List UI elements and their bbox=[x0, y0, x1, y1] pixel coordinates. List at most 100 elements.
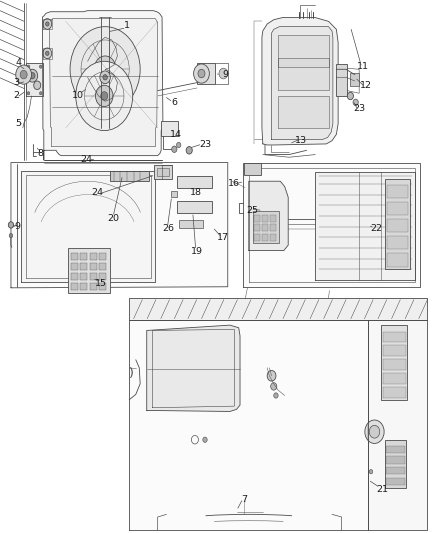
Bar bbox=[179, 220, 203, 228]
Bar bbox=[179, 203, 182, 213]
Text: 11: 11 bbox=[357, 62, 369, 70]
Bar bbox=[71, 273, 78, 280]
Circle shape bbox=[365, 420, 384, 443]
Bar bbox=[386, 478, 405, 485]
Bar bbox=[80, 283, 87, 290]
Bar bbox=[336, 64, 347, 96]
Text: 15: 15 bbox=[95, 279, 107, 288]
Polygon shape bbox=[21, 171, 155, 282]
Text: 9: 9 bbox=[223, 70, 229, 79]
Circle shape bbox=[177, 142, 181, 148]
Circle shape bbox=[186, 147, 192, 154]
Bar bbox=[68, 248, 110, 293]
Text: 2: 2 bbox=[14, 92, 20, 100]
Bar bbox=[90, 263, 97, 270]
Text: 23: 23 bbox=[353, 104, 365, 113]
Bar bbox=[188, 203, 192, 213]
Bar bbox=[99, 283, 106, 290]
Circle shape bbox=[369, 470, 373, 474]
Bar bbox=[193, 203, 197, 213]
Circle shape bbox=[20, 70, 27, 79]
Circle shape bbox=[46, 51, 49, 55]
Text: 5: 5 bbox=[15, 119, 21, 128]
Bar bbox=[99, 263, 106, 270]
Text: 10: 10 bbox=[72, 92, 84, 100]
Bar bbox=[193, 177, 197, 187]
Circle shape bbox=[353, 99, 358, 106]
Polygon shape bbox=[262, 18, 338, 145]
Bar bbox=[188, 177, 192, 187]
Polygon shape bbox=[147, 325, 240, 411]
Polygon shape bbox=[49, 19, 158, 147]
Bar bbox=[383, 359, 406, 370]
Text: 25: 25 bbox=[246, 206, 258, 214]
Polygon shape bbox=[129, 298, 427, 320]
Bar bbox=[383, 373, 406, 384]
Polygon shape bbox=[42, 11, 163, 160]
Bar bbox=[80, 263, 87, 270]
Circle shape bbox=[101, 92, 108, 100]
Bar bbox=[253, 211, 279, 243]
Bar bbox=[381, 325, 407, 400]
Bar bbox=[270, 234, 276, 241]
Text: ): ) bbox=[129, 367, 134, 379]
Circle shape bbox=[271, 383, 277, 390]
Bar bbox=[161, 121, 178, 136]
Bar bbox=[198, 177, 201, 187]
Bar bbox=[387, 202, 408, 215]
Bar bbox=[197, 63, 215, 84]
Circle shape bbox=[43, 48, 52, 59]
Text: 19: 19 bbox=[191, 247, 203, 256]
Bar bbox=[262, 215, 268, 222]
Polygon shape bbox=[272, 27, 333, 140]
Circle shape bbox=[198, 69, 205, 78]
Bar bbox=[244, 163, 261, 175]
Bar bbox=[90, 283, 97, 290]
Bar bbox=[198, 203, 201, 213]
Bar bbox=[157, 168, 169, 176]
Bar bbox=[385, 440, 406, 488]
Bar bbox=[208, 203, 211, 213]
Text: 12: 12 bbox=[360, 81, 372, 90]
Circle shape bbox=[274, 393, 278, 398]
Bar bbox=[71, 283, 78, 290]
Bar bbox=[177, 201, 212, 213]
Circle shape bbox=[8, 222, 14, 228]
Circle shape bbox=[30, 72, 35, 79]
Bar bbox=[177, 176, 212, 188]
Bar bbox=[385, 179, 410, 269]
Circle shape bbox=[347, 92, 353, 100]
Bar bbox=[184, 203, 187, 213]
Circle shape bbox=[369, 425, 380, 438]
Circle shape bbox=[34, 81, 41, 90]
Text: 14: 14 bbox=[170, 130, 182, 139]
Text: 22: 22 bbox=[370, 224, 382, 232]
Text: 9: 9 bbox=[14, 222, 21, 231]
Bar bbox=[270, 224, 276, 231]
Bar bbox=[254, 215, 260, 222]
Polygon shape bbox=[129, 320, 368, 530]
Bar bbox=[154, 165, 172, 179]
Circle shape bbox=[76, 61, 133, 131]
Bar bbox=[184, 177, 187, 187]
Bar bbox=[387, 219, 408, 232]
Circle shape bbox=[219, 68, 228, 79]
Polygon shape bbox=[88, 37, 117, 69]
Circle shape bbox=[95, 85, 113, 107]
Bar bbox=[71, 253, 78, 260]
Bar bbox=[254, 234, 260, 241]
Bar bbox=[254, 224, 260, 231]
Text: 6: 6 bbox=[171, 98, 177, 107]
Circle shape bbox=[27, 65, 30, 68]
Text: 17: 17 bbox=[217, 233, 230, 242]
Text: 24: 24 bbox=[91, 189, 103, 197]
Bar bbox=[383, 387, 406, 398]
Bar bbox=[80, 253, 87, 260]
Circle shape bbox=[9, 233, 13, 238]
Polygon shape bbox=[278, 35, 328, 67]
Circle shape bbox=[46, 22, 49, 26]
Bar bbox=[386, 446, 405, 453]
Bar bbox=[350, 73, 359, 86]
Bar bbox=[179, 177, 182, 187]
Bar bbox=[203, 203, 206, 213]
